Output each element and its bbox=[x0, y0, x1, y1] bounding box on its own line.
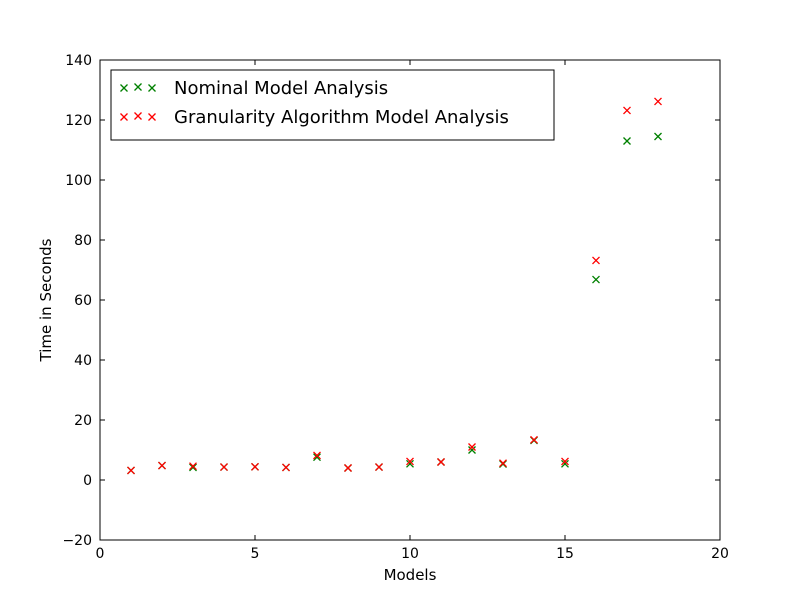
x-axis-label: Models bbox=[384, 566, 437, 584]
data-point bbox=[592, 275, 600, 284]
y-tick-label: 0 bbox=[83, 473, 92, 489]
data-point bbox=[127, 466, 135, 475]
y-tick-label: 20 bbox=[74, 413, 92, 429]
plot-frame bbox=[99, 59, 721, 541]
legend: Nominal Model Analysis Granularity Algori… bbox=[110, 69, 555, 141]
data-point bbox=[189, 463, 197, 472]
x-tick-label: 5 bbox=[251, 546, 260, 562]
y-tick-label: 140 bbox=[65, 53, 92, 69]
data-point bbox=[313, 451, 321, 460]
data-point bbox=[468, 446, 476, 454]
data-point bbox=[344, 464, 352, 472]
y-tick-label: 100 bbox=[65, 173, 92, 189]
x-tick-label: 15 bbox=[556, 546, 574, 562]
data-point bbox=[437, 458, 445, 466]
data-point bbox=[375, 463, 383, 472]
legend-label: Granularity Algorithm Model Analysis bbox=[174, 107, 509, 128]
y-tick-label: 60 bbox=[74, 293, 92, 309]
legend-marker bbox=[134, 112, 142, 120]
data-point bbox=[530, 435, 538, 444]
data-point bbox=[406, 459, 414, 468]
data-point bbox=[654, 132, 662, 141]
x-tick-label: 20 bbox=[711, 546, 729, 562]
legend-marker bbox=[148, 113, 156, 121]
y-tick-label: 40 bbox=[74, 353, 92, 369]
legend-item: Nominal Model Analysis bbox=[120, 78, 388, 99]
y-tick-label: −20 bbox=[62, 533, 92, 549]
series-2 bbox=[127, 97, 662, 475]
y-tick-label: 80 bbox=[74, 233, 92, 249]
legend-marker bbox=[148, 84, 156, 92]
data-point bbox=[499, 459, 507, 468]
data-point bbox=[592, 256, 600, 265]
data-point bbox=[561, 459, 569, 468]
data-point bbox=[561, 457, 569, 466]
y-axis-label: Time in Seconds bbox=[37, 238, 55, 362]
data-point bbox=[623, 137, 631, 145]
x-tick-label: 0 bbox=[96, 546, 105, 562]
y-tick-label: 120 bbox=[65, 113, 92, 129]
data-point bbox=[282, 463, 290, 472]
data-point bbox=[468, 443, 476, 451]
legend-marker bbox=[120, 84, 128, 92]
data-point bbox=[406, 457, 414, 466]
legend-item: Granularity Algorithm Model Analysis bbox=[120, 107, 509, 128]
legend-label: Nominal Model Analysis bbox=[174, 78, 388, 99]
data-point bbox=[220, 463, 228, 472]
x-tick-label: 10 bbox=[401, 546, 419, 562]
data-point bbox=[313, 453, 321, 462]
legend-marker bbox=[134, 83, 142, 91]
data-point bbox=[189, 462, 197, 471]
data-point bbox=[654, 97, 662, 106]
data-point bbox=[623, 106, 631, 115]
data-point bbox=[158, 461, 166, 470]
legend-marker bbox=[120, 113, 128, 121]
legend-box bbox=[110, 69, 555, 141]
data-point bbox=[251, 462, 259, 471]
